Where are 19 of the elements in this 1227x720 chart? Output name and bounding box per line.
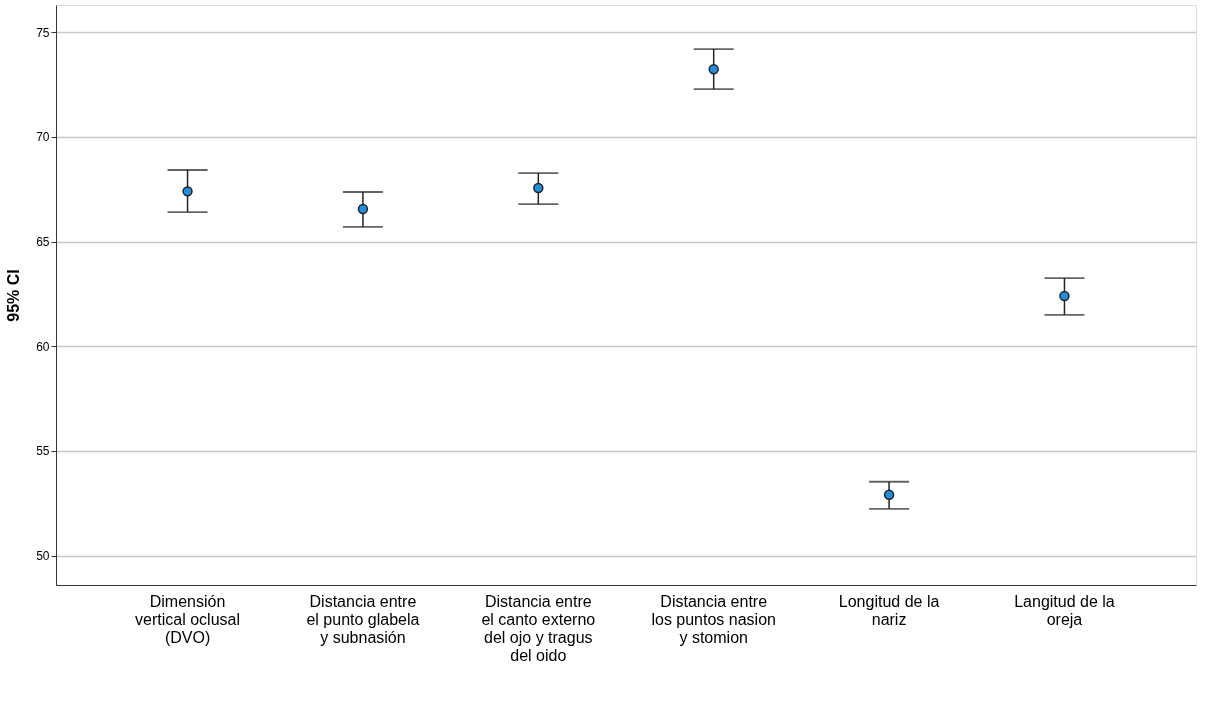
y-axis-title: 95% CI	[5, 269, 23, 322]
point	[708, 64, 719, 75]
point	[1059, 290, 1070, 302]
point	[533, 182, 544, 194]
y-tick-label: 55	[36, 444, 50, 459]
y-tick-label: 70	[36, 130, 50, 145]
x-tick-label: Distancia entre el canto externo del ojo y tragus del oido	[481, 592, 596, 664]
x-tick-label: Distancia entre el punto glabela y subnasión	[306, 592, 420, 646]
y-tick-label: 65	[36, 235, 50, 250]
x-tick-label: Langitud de la oreja	[1014, 592, 1115, 628]
point	[182, 186, 193, 197]
point	[883, 489, 895, 500]
x-tick-label: Longitud de la nariz	[838, 592, 940, 628]
point	[357, 203, 369, 215]
y-tick-label: 60	[36, 339, 50, 354]
y-tick-label: 50	[36, 549, 50, 564]
x-tick-label: Dimensión vertical oclusal (DVO)	[135, 592, 241, 646]
y-tick-label: 75	[36, 25, 50, 40]
x-tick-label: Distancia entre los puntos nasion y stomion	[651, 592, 776, 646]
